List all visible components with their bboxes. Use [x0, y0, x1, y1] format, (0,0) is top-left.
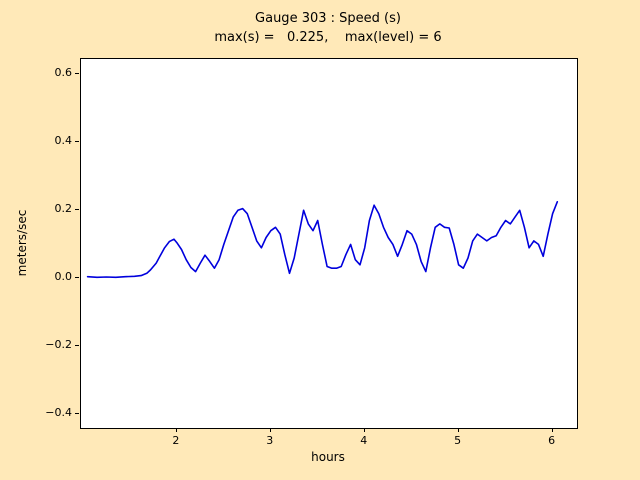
- y-tick-label: 0.4: [54, 134, 73, 148]
- y-axis-label: meters/sec: [15, 209, 29, 277]
- x-tick-label: 6: [548, 434, 556, 447]
- chart-title-block: Gauge 303 : Speed (s) max(s) = 0.225, ma…: [80, 10, 576, 48]
- y-tick-mark: [75, 73, 79, 75]
- speed-line: [86, 201, 559, 279]
- x-tick-mark: [269, 428, 271, 432]
- x-tick-label: 4: [360, 434, 368, 447]
- plot-area: [80, 58, 578, 429]
- y-tick-mark: [75, 413, 79, 415]
- x-axis-label: hours: [311, 450, 345, 464]
- x-tick-label: 3: [266, 434, 274, 447]
- chart-title: Gauge 303 : Speed (s): [255, 11, 401, 26]
- x-tick-mark: [363, 428, 365, 432]
- y-tick-label: 0.0: [54, 270, 73, 284]
- y-tick-mark: [75, 209, 79, 211]
- x-tick-mark: [457, 428, 459, 432]
- y-tick-mark: [75, 277, 79, 279]
- speed-line-canvas: [86, 201, 559, 279]
- chart-subtitle: max(s) = 0.225, max(level) = 6: [214, 29, 442, 45]
- y-tick-mark: [75, 141, 79, 143]
- y-tick-mark: [75, 345, 79, 347]
- y-tick-label: −0.2: [45, 338, 72, 352]
- x-tick-label: 5: [454, 434, 462, 447]
- x-tick-mark: [175, 428, 177, 432]
- x-tick-mark: [551, 428, 553, 432]
- y-tick-label: −0.4: [45, 406, 72, 420]
- y-tick-label: 0.2: [54, 202, 73, 216]
- y-tick-label: 0.6: [54, 66, 73, 80]
- x-tick-label: 2: [172, 434, 180, 447]
